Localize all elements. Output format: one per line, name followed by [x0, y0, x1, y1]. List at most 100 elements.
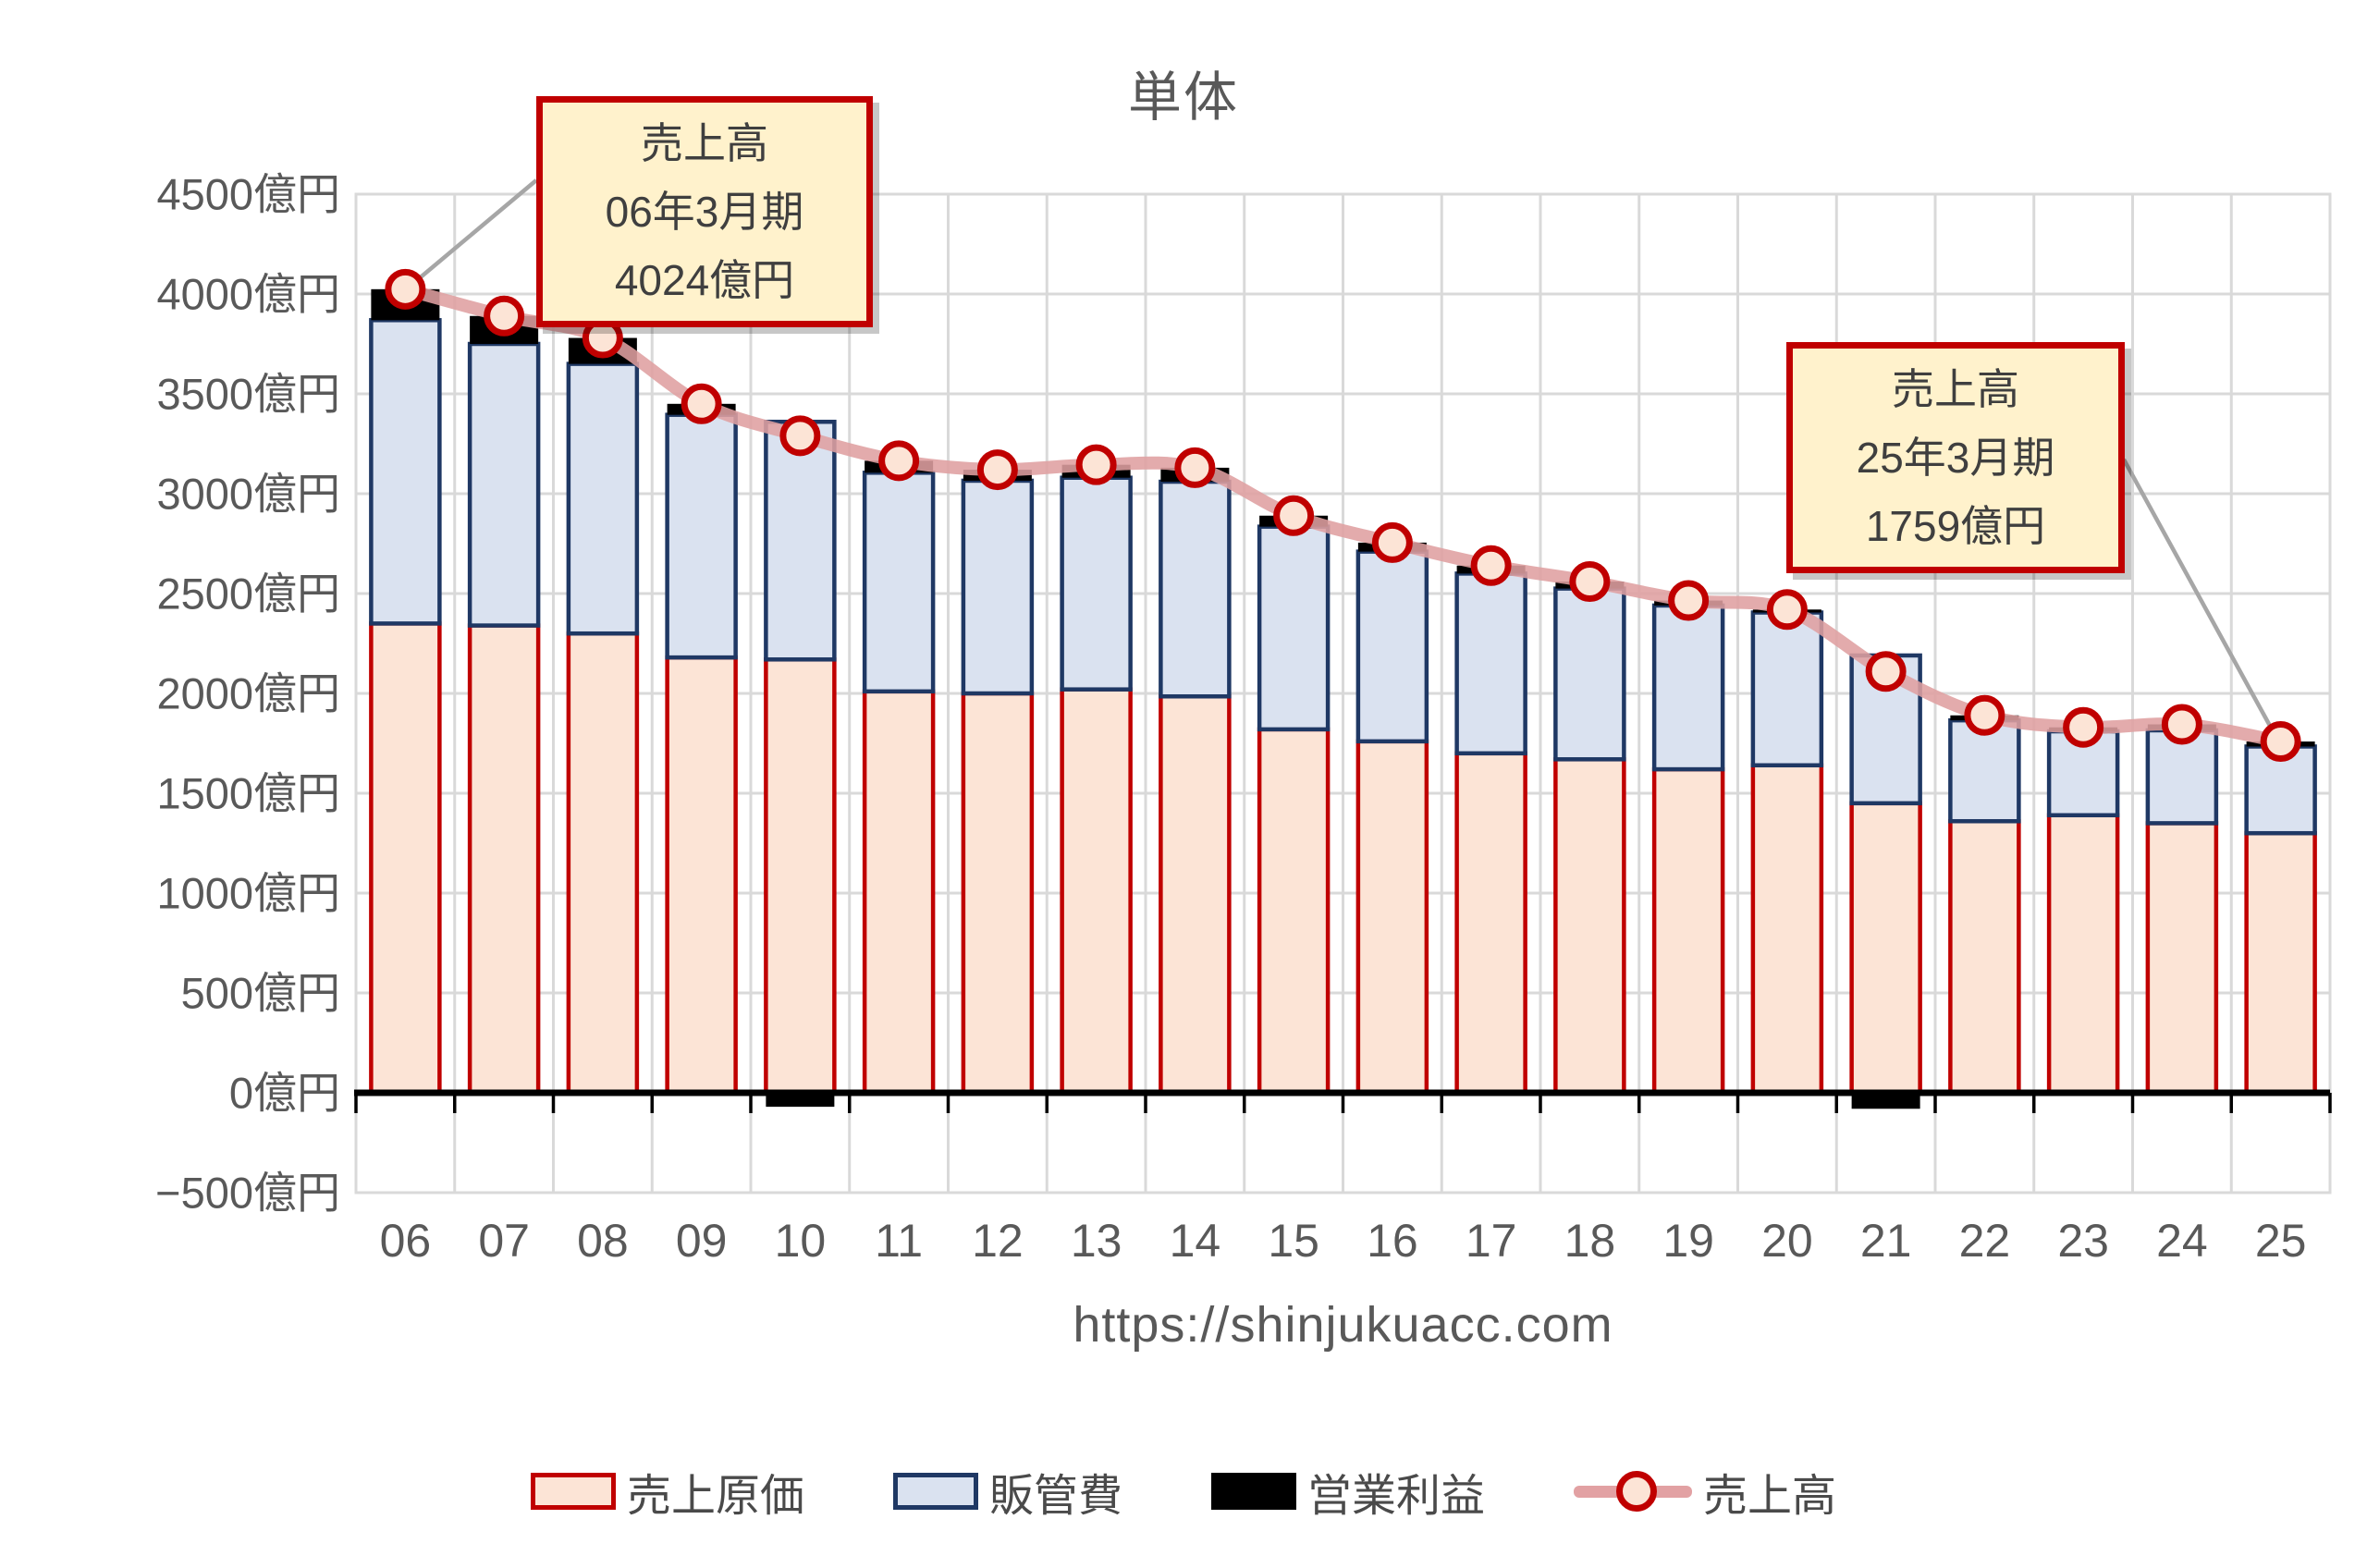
source-url: https://shinjukuacc.com [1073, 1297, 1613, 1353]
legend-label: 売上高 [1703, 1472, 1837, 1521]
callout-leader-2006 [403, 178, 538, 292]
bar-sga-06 [369, 318, 442, 626]
x-axis-label: 11 [875, 1215, 923, 1267]
sga-swatch-icon [892, 1473, 978, 1510]
revenue-marker-20 [1766, 589, 1808, 631]
chart-title: 単体 [1127, 67, 1239, 128]
bar-cogs-14 [1159, 693, 1232, 1096]
bar-sga-18 [1553, 586, 1626, 762]
revenue-line-marker-icon [1574, 1469, 1693, 1513]
revenue-marker-18 [1569, 561, 1611, 603]
bar-cogs-09 [665, 655, 738, 1096]
bar-cogs-18 [1553, 757, 1626, 1096]
callout-line: 4024億円 [614, 256, 795, 304]
revenue-marker-24 [2161, 704, 2202, 745]
bar-cogs-11 [862, 689, 936, 1096]
x-axis-label: 25 [2255, 1215, 2307, 1267]
bar-cogs-06 [369, 621, 442, 1096]
plot-frame [354, 192, 2332, 1194]
callout-revenue-2006: 売上高 06年3月期 4024億円 [536, 96, 873, 327]
revenue-marker-25 [2260, 721, 2301, 763]
revenue-marker-22 [1964, 694, 2005, 736]
bar-cogs-23 [2046, 813, 2120, 1096]
bar-operating-income-21 [1851, 1093, 1920, 1109]
y-axis-label: 1000億円 [156, 869, 340, 918]
bar-cogs-25 [2244, 830, 2317, 1096]
x-axis-label: 14 [1170, 1215, 1221, 1267]
legend-label: 売上原価 [626, 1472, 804, 1521]
bar-sga-15 [1257, 524, 1331, 732]
revenue-marker-07 [484, 295, 525, 337]
x-axis-label: 17 [1466, 1215, 1517, 1267]
legend-item-revenue: 売上高 [1574, 1459, 1836, 1524]
x-axis-label: 20 [1761, 1215, 1813, 1267]
callout-line: 売上高 [1892, 365, 2019, 413]
x-axis-label: 22 [1959, 1215, 2011, 1267]
cogs-swatch-icon [530, 1473, 616, 1510]
x-axis-label: 09 [676, 1215, 728, 1267]
bar-cogs-22 [1948, 818, 2021, 1096]
callout-revenue-2025: 売上高 25年3月期 1759億円 [1786, 342, 2125, 573]
bar-sga-19 [1651, 603, 1725, 772]
legend-item-cogs: 売上原価 [530, 1459, 804, 1524]
bar-cogs-13 [1060, 687, 1133, 1096]
y-axis-label: 0億円 [229, 1069, 340, 1118]
revenue-marker-19 [1668, 580, 1710, 621]
bar-sga-08 [566, 361, 640, 636]
bar-sga-13 [1060, 475, 1133, 692]
revenue-marker-14 [1174, 447, 1216, 488]
x-axis-label: 24 [2156, 1215, 2208, 1267]
bar-sga-09 [665, 412, 738, 660]
x-axis-label: 23 [2057, 1215, 2109, 1267]
bar-cogs-24 [2145, 821, 2219, 1096]
x-axis-label: 19 [1662, 1215, 1714, 1267]
y-axis-label: 4000億円 [156, 270, 340, 319]
legend-item-operating-income: 営業利益 [1211, 1459, 1485, 1524]
y-axis-label: 500億円 [181, 969, 340, 1018]
revenue-marker-21 [1865, 651, 1907, 692]
legend-label: 販管費 [988, 1472, 1122, 1521]
bar-cogs-20 [1750, 763, 1824, 1096]
x-axis-label: 13 [1071, 1215, 1122, 1267]
bar-sga-16 [1355, 549, 1429, 744]
x-axis-label: 10 [775, 1215, 827, 1267]
bar-sga-12 [961, 478, 1035, 696]
bar-cogs-15 [1257, 727, 1331, 1096]
y-axis-label: 3000億円 [156, 470, 340, 519]
bar-cogs-16 [1355, 739, 1429, 1096]
bar-cogs-21 [1849, 801, 1922, 1096]
revenue-marker-11 [878, 440, 920, 482]
revenue-marker-09 [681, 383, 722, 424]
bar-sga-22 [1948, 717, 2021, 824]
callout-line: 売上高 [641, 119, 768, 167]
x-axis-label: 18 [1564, 1215, 1616, 1267]
chart-legend: 売上原価 販管費 営業利益 売上高 [0, 1459, 2367, 1524]
y-axis-label: −500億円 [155, 1169, 340, 1218]
callout-line: 06年3月期 [605, 188, 804, 236]
operating-income-swatch-icon [1211, 1473, 1296, 1510]
bar-sga-10 [764, 419, 837, 662]
bar-cogs-17 [1454, 751, 1527, 1096]
callout-line: 1759億円 [1865, 502, 2046, 550]
y-axis-label: 1500億円 [156, 769, 340, 818]
legend-item-sga: 販管費 [892, 1459, 1122, 1524]
y-axis-label: 3500億円 [156, 370, 340, 419]
callout-leader-2025 [2122, 458, 2293, 741]
revenue-marker-17 [1470, 545, 1512, 586]
bar-cogs-07 [467, 623, 541, 1096]
bar-cogs-12 [961, 691, 1035, 1096]
bar-operating-income-10 [766, 1093, 835, 1108]
x-axis-label: 06 [380, 1215, 432, 1267]
x-axis-label: 12 [972, 1215, 1024, 1267]
x-axis-label: 07 [478, 1215, 530, 1267]
revenue-marker-15 [1273, 495, 1315, 536]
legend-label: 営業利益 [1307, 1472, 1486, 1521]
revenue-marker-13 [1075, 444, 1117, 485]
revenue-marker-06 [385, 268, 426, 310]
bar-sga-17 [1454, 571, 1527, 756]
callout-line: 25年3月期 [1856, 434, 2055, 482]
bar-sga-14 [1159, 479, 1232, 699]
x-axis-label: 16 [1367, 1215, 1418, 1267]
